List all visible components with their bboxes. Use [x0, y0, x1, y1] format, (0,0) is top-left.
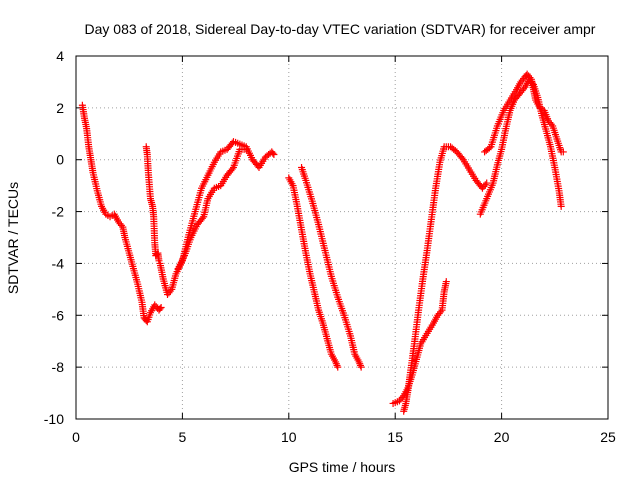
data-point — [442, 278, 450, 286]
data-point — [356, 360, 364, 368]
data-point — [559, 148, 567, 156]
x-tick-label: 0 — [72, 429, 80, 445]
data-point — [520, 85, 528, 93]
y-tick-label: -6 — [52, 307, 65, 323]
data-point — [156, 305, 164, 313]
data-point — [269, 149, 277, 157]
data-points — [78, 70, 567, 415]
y-axis-label: SDTVAR / TECUs — [5, 182, 21, 294]
y-tick-label: 4 — [56, 48, 64, 64]
data-point — [547, 120, 555, 128]
x-tick-label: 15 — [387, 429, 403, 445]
data-point — [242, 145, 250, 153]
data-point — [228, 165, 236, 173]
x-tick-label: 20 — [494, 429, 510, 445]
y-tick-label: -10 — [44, 411, 64, 427]
y-tick-label: -4 — [52, 255, 65, 271]
x-tick-label: 5 — [179, 429, 187, 445]
data-point — [117, 221, 125, 229]
chart-title: Day 083 of 2018, Sidereal Day-to-day VTE… — [85, 21, 596, 37]
data-point — [333, 361, 341, 369]
x-axis-label: GPS time / hours — [289, 459, 396, 475]
plot-frame — [75, 55, 609, 420]
y-tick-label: 2 — [56, 100, 64, 116]
data-point — [481, 181, 489, 189]
data-point — [166, 287, 174, 295]
x-tick-label: 10 — [281, 429, 297, 445]
data-point — [356, 361, 364, 369]
data-point — [557, 202, 565, 210]
y-tick-label: 0 — [56, 152, 64, 168]
data-point — [485, 144, 493, 152]
data-point — [332, 358, 340, 366]
data-point — [355, 358, 363, 366]
y-tick-label: -2 — [52, 204, 65, 220]
data-point — [458, 154, 466, 162]
data-point — [270, 151, 278, 159]
tick-labels: 0 5 10 15 20 25 -10 -8 -6 -4 -2 0 2 4 — [44, 48, 616, 445]
data-point — [357, 363, 365, 371]
data-point — [334, 363, 342, 371]
data-point — [483, 179, 491, 187]
y-tick-label: -8 — [52, 359, 65, 375]
data-point — [198, 214, 206, 222]
data-point — [157, 304, 165, 312]
x-tick-label: 25 — [600, 429, 616, 445]
data-point — [437, 308, 445, 316]
data-point — [526, 74, 534, 82]
data-point — [332, 360, 340, 368]
